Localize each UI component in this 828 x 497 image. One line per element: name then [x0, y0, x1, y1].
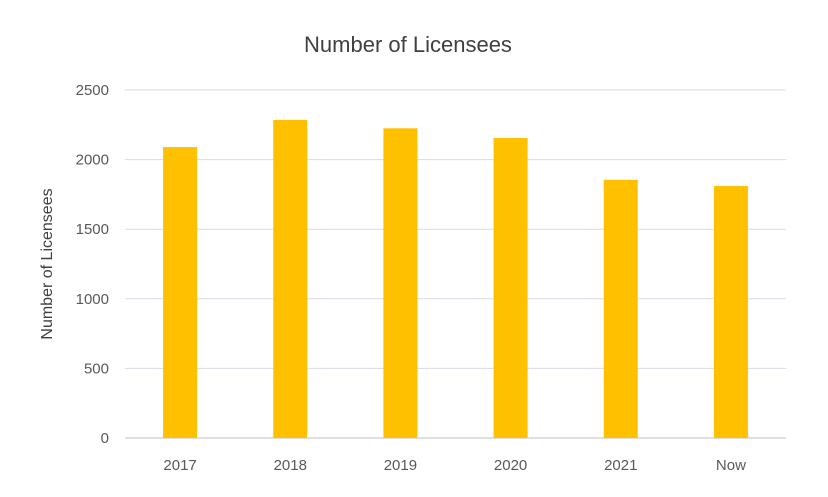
bar-2018: [273, 119, 308, 438]
x-tick-label: 2018: [274, 457, 307, 474]
x-tick-label: 2021: [604, 457, 637, 474]
bar-now: [713, 186, 748, 438]
y-tick-label: 500: [84, 360, 109, 377]
bar-2019: [383, 128, 418, 438]
y-axis-ticks: 0 500 1000 1500 2000 2500: [76, 82, 109, 447]
y-tick-label: 1500: [76, 221, 109, 238]
gridlines: [125, 89, 786, 439]
y-tick-label: 2500: [76, 82, 109, 99]
bar-2017: [163, 147, 198, 438]
bar-2021: [603, 179, 638, 438]
y-tick-label: 1000: [76, 291, 109, 308]
x-tick-label: Now: [716, 457, 746, 474]
bar-2020: [493, 138, 528, 439]
chart-title: Number of Licensees: [304, 32, 512, 57]
y-tick-label: 2000: [76, 152, 109, 169]
x-tick-label: 2019: [384, 457, 417, 474]
y-axis-label: Number of Licensees: [39, 188, 56, 339]
x-tick-label: 2017: [163, 457, 196, 474]
y-tick-label: 0: [101, 430, 109, 447]
x-axis-ticks: 2017 2018 2019 2020 2021 Now: [163, 457, 746, 474]
bars: [163, 119, 748, 439]
x-tick-label: 2020: [494, 457, 527, 474]
